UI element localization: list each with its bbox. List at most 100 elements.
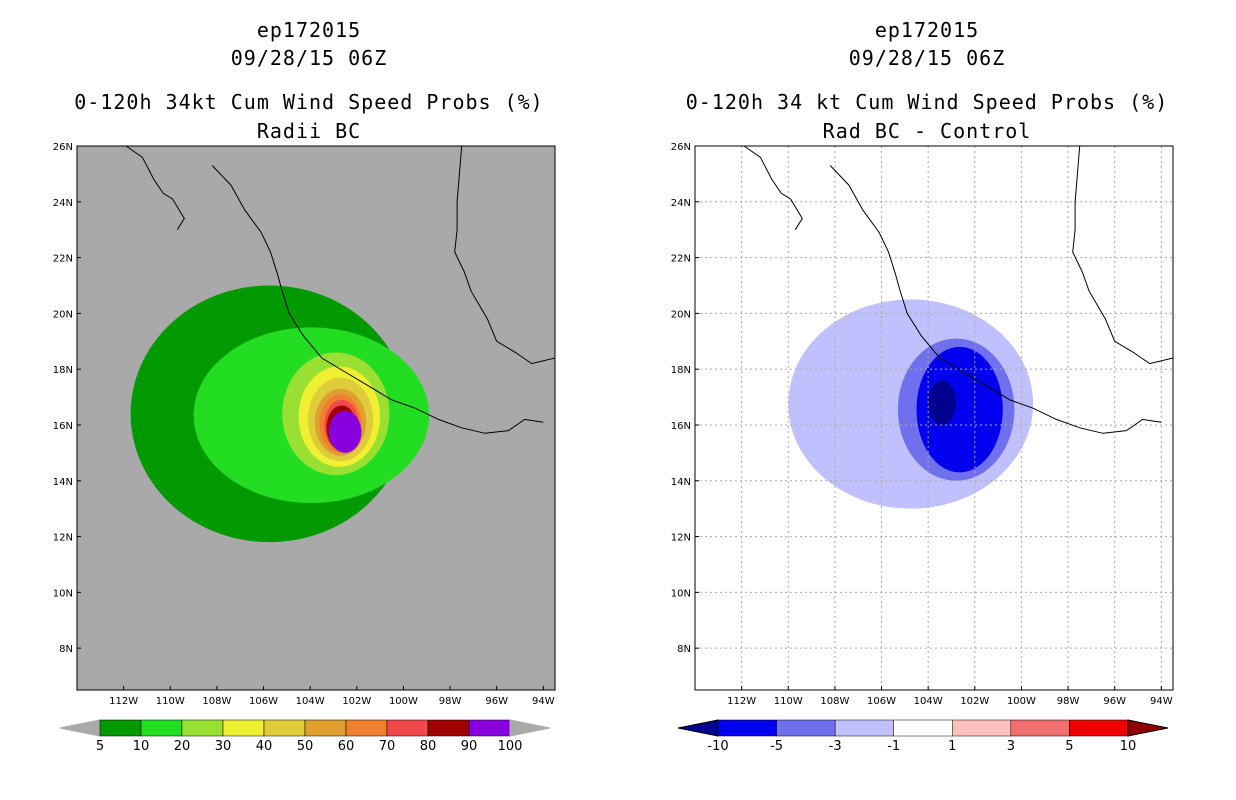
- left-title-datetime: 09/28/15 06Z: [230, 46, 388, 70]
- colorbar-arrow-right: [1127, 719, 1169, 737]
- y-tick-label: 22N: [671, 254, 691, 265]
- x-tick-label: 100W: [1007, 696, 1036, 707]
- colorbar-box: [304, 719, 347, 737]
- colorbar-label: 5: [1065, 739, 1073, 754]
- left-title-storm-id: ep172015: [256, 18, 362, 42]
- colorbar-box: [776, 719, 836, 737]
- x-tick-label: 104W: [296, 696, 325, 707]
- colorbar-label: 80: [420, 739, 437, 754]
- plot-frame: [694, 145, 1174, 691]
- colorbar-box: [181, 719, 224, 737]
- x-tick-label: 108W: [202, 696, 231, 707]
- colorbar-label: -10: [707, 739, 728, 754]
- colorbar-label: 100: [498, 739, 523, 754]
- x-tick-label: 94W: [1150, 696, 1173, 707]
- right-title-product: 0-120h 34 kt Cum Wind Speed Probs (%): [685, 90, 1169, 114]
- x-tick-label: 96W: [1103, 696, 1126, 707]
- y-tick-label: 12N: [53, 533, 73, 544]
- x-tick-label: 112W: [727, 696, 756, 707]
- coastline-2: [454, 145, 556, 365]
- y-tick-label: 10N: [53, 588, 73, 599]
- colorbar-label: 1: [948, 739, 956, 754]
- colorbar-box: [222, 719, 265, 737]
- plot-frame: [76, 145, 556, 691]
- colorbar-box: [99, 719, 142, 737]
- y-tick-label: 22N: [53, 254, 73, 265]
- y-tick-label: 12N: [671, 533, 691, 544]
- y-tick-label: 18N: [53, 365, 73, 376]
- colorbar-label: -3: [829, 739, 842, 754]
- colorbar-box: [717, 719, 777, 737]
- colorbar-arrow-left: [59, 719, 101, 737]
- y-tick-label: 26N: [671, 142, 691, 153]
- colorbar-box: [952, 719, 1012, 737]
- right-title-datetime: 09/28/15 06Z: [848, 46, 1006, 70]
- x-tick-label: 100W: [389, 696, 418, 707]
- colorbar-box: [1010, 719, 1070, 737]
- coastline-2: [1072, 145, 1174, 365]
- colorbar-label: 70: [379, 739, 396, 754]
- y-tick-label: 8N: [59, 644, 73, 655]
- colorbar-label: -5: [770, 739, 783, 754]
- x-tick-label: 104W: [914, 696, 943, 707]
- colorbar-box: [893, 719, 953, 737]
- colorbar-label: 10: [133, 739, 150, 754]
- left-chart-svg: 112W 110W 108W 106W 104W 102W 100W 98W 96W 94W 8N 1…: [53, 142, 556, 754]
- right-chart-svg: 112W 110W 108W 106W 104W 102W 100W 98W 96W 94W 8N 1…: [671, 142, 1174, 754]
- colorbar-label: 90: [461, 739, 478, 754]
- colorbar-label: 5: [96, 739, 104, 754]
- colorbar-box: [468, 719, 511, 737]
- coastlines: [743, 145, 1174, 434]
- left-title-subtitle: Radii BC: [256, 119, 362, 143]
- colorbar-label: 50: [297, 739, 314, 754]
- x-tick-label: 112W: [109, 696, 138, 707]
- y-tick-label: 26N: [53, 142, 73, 153]
- colorbar: -10 -5 -3 -1 1 3 5 10: [677, 719, 1169, 754]
- colorbar-box: [345, 719, 388, 737]
- contour-region-90: [328, 411, 362, 453]
- y-tick-label: 18N: [671, 365, 691, 376]
- x-tick-label: 96W: [485, 696, 508, 707]
- colorbar-label: -1: [887, 739, 900, 754]
- coastline-0: [743, 145, 803, 230]
- coastline-1: [211, 165, 544, 434]
- colorbar-label: 20: [174, 739, 191, 754]
- colorbar-box: [263, 719, 306, 737]
- x-tick-label: 108W: [820, 696, 849, 707]
- x-tick-label: 110W: [774, 696, 803, 707]
- y-tick-label: 8N: [677, 644, 691, 655]
- x-tick-label: 106W: [867, 696, 896, 707]
- colorbar-box: [386, 719, 429, 737]
- contour-region-neg5: [916, 346, 1003, 473]
- colorbar-arrow-left: [677, 719, 719, 737]
- x-tick-label: 98W: [439, 696, 462, 707]
- colorbar-box: [834, 719, 894, 737]
- y-tick-label: 20N: [671, 309, 691, 320]
- x-tick-label: 102W: [342, 696, 371, 707]
- coastline-0: [125, 145, 185, 230]
- right-title-subtitle: Rad BC - Control: [822, 119, 1032, 143]
- coastlines: [125, 145, 556, 434]
- y-tick-label: 24N: [671, 198, 691, 209]
- right-title-storm-id: ep172015: [874, 18, 980, 42]
- x-tick-label: 102W: [960, 696, 989, 707]
- y-tick-label: 16N: [53, 421, 73, 432]
- filled-contours: [130, 285, 430, 543]
- colorbar-box: [427, 719, 470, 737]
- y-tick-label: 20N: [53, 309, 73, 320]
- left-title-product: 0-120h 34kt Cum Wind Speed Probs (%): [74, 90, 544, 114]
- colorbar-label: 30: [215, 739, 232, 754]
- contour-region-neg10: [928, 380, 957, 425]
- colorbar-label: 40: [256, 739, 273, 754]
- colorbar-box: [1069, 719, 1129, 737]
- colorbar-label: 60: [338, 739, 355, 754]
- right-chart-panel: ep172015 09/28/15 06Z 0-120h 34 kt Cum W…: [618, 0, 1236, 800]
- y-tick-label: 16N: [671, 421, 691, 432]
- y-tick-label: 14N: [671, 477, 691, 488]
- x-tick-label: 106W: [249, 696, 278, 707]
- colorbar-label: 3: [1007, 739, 1015, 754]
- y-tick-label: 14N: [53, 477, 73, 488]
- x-tick-label: 94W: [532, 696, 555, 707]
- colorbar-box: [140, 719, 183, 737]
- colorbar-label: 10: [1120, 739, 1137, 754]
